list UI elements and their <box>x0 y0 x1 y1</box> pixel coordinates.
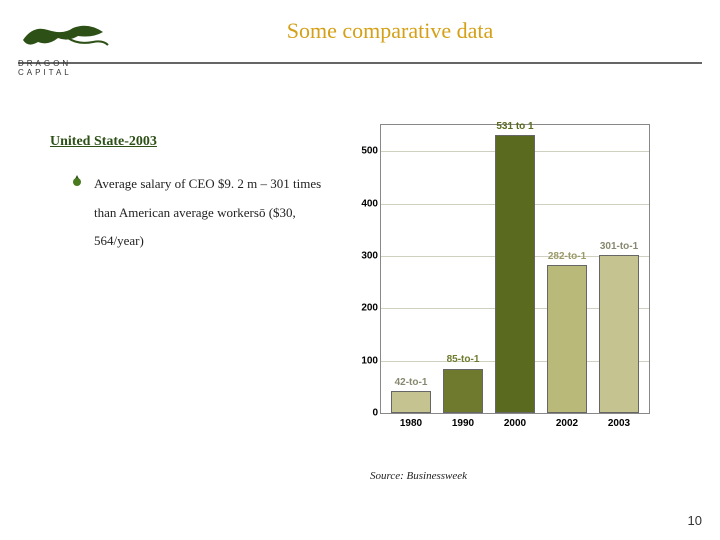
bar-value-label: 531 to 1 <box>496 121 533 132</box>
leaf-bullet-icon <box>70 173 84 187</box>
x-axis-label: 1980 <box>400 418 422 429</box>
bullet-text: Average salary of CEO $9. 2 m – 301 time… <box>94 170 330 256</box>
bullet-item: Average salary of CEO $9. 2 m – 301 time… <box>70 170 330 256</box>
slide-title: Some comparative data <box>90 18 690 44</box>
chart-source: Source: Businessweek <box>370 470 467 482</box>
bar-chart: 0 100 200 300 400 500 1980 1990 2000 2002 2003 42… <box>340 114 660 434</box>
page-number: 10 <box>688 513 702 528</box>
y-axis-label: 200 <box>348 303 378 314</box>
chart-bar <box>599 255 639 413</box>
y-axis-label: 500 <box>348 146 378 157</box>
y-axis-label: 100 <box>348 355 378 366</box>
x-axis-label: 2003 <box>608 418 630 429</box>
bar-value-label: 42-to-1 <box>395 377 428 388</box>
y-axis-label: 400 <box>348 198 378 209</box>
x-axis-label: 2002 <box>556 418 578 429</box>
chart-plot-area <box>381 125 649 413</box>
chart-bar <box>443 369 483 414</box>
bar-value-label: 282-to-1 <box>548 251 586 262</box>
bar-value-label: 85-to-1 <box>447 354 480 365</box>
dragon-logo-icon <box>18 20 118 52</box>
logo-text: DRAGON CAPITAL <box>18 59 128 77</box>
text-column: United State-2003 Average salary of CEO … <box>50 114 330 434</box>
slide-header: DRAGON CAPITAL Some comparative data <box>0 0 720 52</box>
chart-bar <box>391 391 431 413</box>
logo: DRAGON CAPITAL <box>18 20 128 77</box>
content-area: United State-2003 Average salary of CEO … <box>0 64 720 434</box>
y-axis-label: 300 <box>348 250 378 261</box>
chart-bar <box>495 135 535 413</box>
y-axis-label: 0 <box>348 408 378 419</box>
x-axis-label: 1990 <box>452 418 474 429</box>
bar-value-label: 301-to-1 <box>600 241 638 252</box>
subheading: United State-2003 <box>50 134 330 150</box>
chart-bar <box>547 265 587 413</box>
x-axis-label: 2000 <box>504 418 526 429</box>
